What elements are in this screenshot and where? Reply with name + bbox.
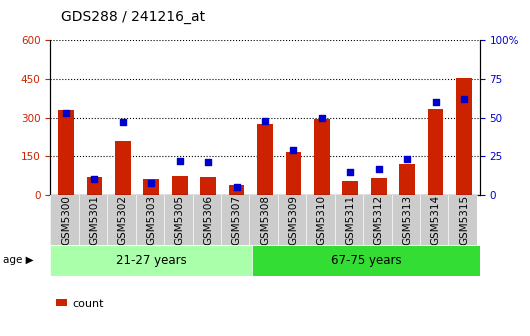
Bar xyxy=(115,141,131,195)
Text: count: count xyxy=(73,299,104,308)
Point xyxy=(175,158,184,164)
Point xyxy=(62,110,70,116)
Text: GSM5308: GSM5308 xyxy=(260,195,270,245)
Point xyxy=(147,180,155,185)
Point xyxy=(403,157,411,162)
Point xyxy=(375,166,383,171)
Point xyxy=(261,118,269,123)
Point xyxy=(460,96,468,102)
Bar xyxy=(86,177,102,195)
Text: GSM5315: GSM5315 xyxy=(459,195,469,245)
Text: age ▶: age ▶ xyxy=(3,255,33,265)
Point xyxy=(346,169,355,174)
Text: GSM5303: GSM5303 xyxy=(146,195,156,245)
Text: GSM5301: GSM5301 xyxy=(90,195,100,245)
Point xyxy=(204,160,213,165)
Bar xyxy=(371,178,386,195)
Text: GSM5300: GSM5300 xyxy=(61,195,71,245)
Bar xyxy=(314,119,330,195)
Point xyxy=(289,148,298,153)
Text: 21-27 years: 21-27 years xyxy=(116,254,187,267)
Bar xyxy=(58,110,74,195)
Text: GSM5306: GSM5306 xyxy=(203,195,213,245)
Bar xyxy=(50,245,252,276)
Bar xyxy=(229,184,244,195)
Point xyxy=(119,120,127,125)
Bar xyxy=(286,153,301,195)
Bar xyxy=(342,181,358,195)
Bar xyxy=(257,124,273,195)
Bar xyxy=(200,177,216,195)
Bar xyxy=(399,164,415,195)
Text: GSM5309: GSM5309 xyxy=(288,195,298,245)
Bar xyxy=(144,179,159,195)
Text: GSM5314: GSM5314 xyxy=(430,195,440,245)
Point xyxy=(317,115,326,120)
Text: GSM5311: GSM5311 xyxy=(345,195,355,245)
Point xyxy=(90,177,99,182)
Bar xyxy=(252,245,480,276)
Text: 67-75 years: 67-75 years xyxy=(331,254,401,267)
Text: GSM5312: GSM5312 xyxy=(374,195,384,245)
Text: GSM5302: GSM5302 xyxy=(118,195,128,245)
Text: GSM5310: GSM5310 xyxy=(317,195,327,245)
Text: GSM5305: GSM5305 xyxy=(175,195,185,245)
Bar xyxy=(172,175,188,195)
Text: GSM5307: GSM5307 xyxy=(232,195,242,245)
Bar xyxy=(428,109,444,195)
Text: GSM5313: GSM5313 xyxy=(402,195,412,245)
Point xyxy=(431,99,440,105)
Point xyxy=(232,184,241,190)
Text: GDS288 / 241216_at: GDS288 / 241216_at xyxy=(61,10,205,24)
Bar xyxy=(456,78,472,195)
